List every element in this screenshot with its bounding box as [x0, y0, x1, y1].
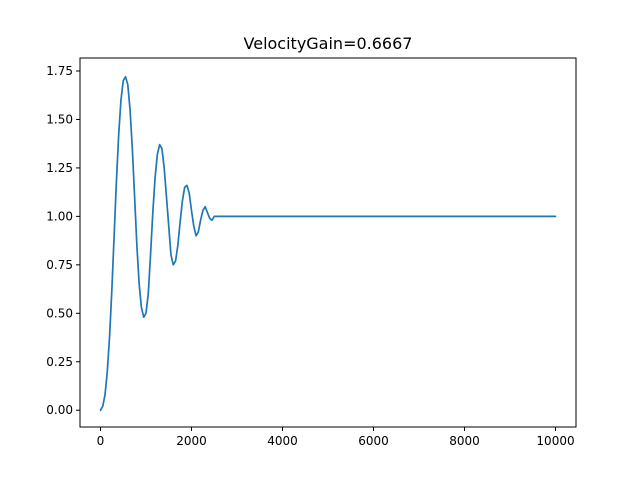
axes-frame [79, 57, 577, 428]
plot-area [99, 75, 557, 412]
series-line [99, 75, 557, 412]
y-tick-label: 1.75 [46, 64, 73, 78]
y-tick-label: 0.00 [46, 403, 73, 417]
y-tick-label: 1.00 [46, 209, 73, 223]
y-tick-label: 1.25 [46, 161, 73, 175]
chart-title: VelocityGain=0.6667 [244, 34, 413, 53]
x-tick-label: 4000 [267, 434, 298, 448]
x-tick-label: 6000 [358, 434, 389, 448]
x-axis-ticks: 0 2000 4000 6000 8000 10000 [97, 427, 575, 448]
y-tick-label: 0.75 [46, 258, 73, 272]
y-tick-label: 0.50 [46, 306, 73, 320]
x-tick-label: 8000 [449, 434, 480, 448]
y-tick-label: 0.25 [46, 355, 73, 369]
x-tick-label: 0 [97, 434, 105, 448]
x-tick-label: 2000 [176, 434, 207, 448]
x-tick-label: 10000 [536, 434, 574, 448]
y-axis-ticks: 0.00 0.25 0.50 0.75 1.00 1.25 1.50 1.75 [46, 64, 80, 417]
y-tick-label: 1.50 [46, 112, 73, 126]
